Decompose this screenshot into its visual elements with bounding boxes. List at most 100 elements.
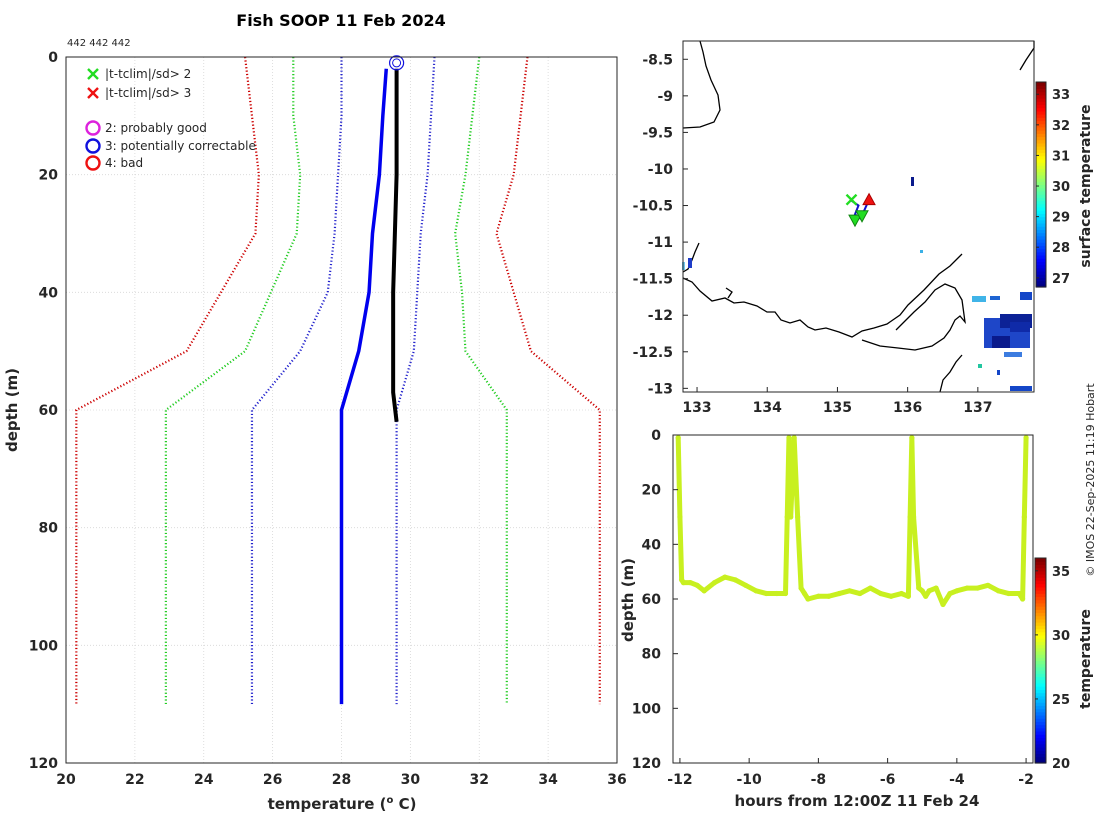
map-colorbar-step [1036, 107, 1046, 112]
profile-series-line [339, 68, 389, 705]
timeseries-point [926, 588, 932, 594]
timeseries-colorbar-step [1035, 663, 1046, 668]
map-colorbar-step [1036, 168, 1046, 173]
timeseries-colorbar-step [1035, 660, 1046, 665]
timeseries-colorbar-step [1035, 718, 1046, 722]
timeseries-frame [672, 434, 1034, 764]
map-colorbar-step [1036, 190, 1046, 195]
timeseries-colorbar-tick-label: 35 [1052, 565, 1070, 580]
map-panel: 133 134 135 136 137 -8.5 -9 -9.5 -10 -10.5 -11 -11.… [633, 40, 1094, 416]
profile-series-line [391, 68, 399, 422]
timeseries-colorbar-step [1035, 666, 1046, 671]
timeseries-colorbar-step [1035, 689, 1046, 694]
map-colorbar-tick-label: 30 [1052, 180, 1070, 195]
timeseries-points [675, 435, 1029, 608]
timeseries-point [743, 582, 749, 588]
timeseries-point [905, 593, 911, 599]
legend-x-marker [87, 68, 99, 80]
legend-circle-marker [85, 120, 101, 136]
profile-ytick-label: 60 [39, 403, 59, 419]
timeseries-colorbar-step [1035, 679, 1046, 684]
timeseries-colorbar-step [1035, 647, 1046, 652]
timeseries-point [1023, 435, 1029, 441]
timeseries-point [947, 590, 953, 597]
timeseries-point [795, 514, 801, 520]
timeseries-colorbar-label: temperature [1078, 609, 1094, 709]
timeseries-colorbar-step [1035, 730, 1046, 735]
timeseries-xtick-label: -8 [811, 772, 827, 788]
timeseries-ytick-label: 100 [632, 701, 661, 717]
map-colorbar-step [1036, 146, 1046, 150]
profile-ytick-label: 80 [39, 521, 59, 537]
map-colorbar-step [1036, 158, 1046, 163]
timeseries-colorbar-step [1035, 622, 1046, 626]
timeseries-point [782, 590, 789, 597]
timeseries-colorbar-step [1035, 650, 1046, 655]
map-colorbar-step [1036, 98, 1046, 102]
map-ytick-label: -11.5 [633, 272, 673, 288]
profile-series-line [250, 57, 343, 705]
map-xtick-label: 133 [682, 400, 711, 416]
legend-label: |t-tclim|/sd> 3 [105, 86, 191, 100]
timeseries-colorbar-step [1035, 711, 1046, 716]
profile-series-line [75, 56, 260, 705]
timeseries-colorbar-step [1035, 644, 1046, 649]
map-colorbar-step [1036, 264, 1046, 269]
timeseries-colorbar-step [1035, 705, 1046, 710]
timeseries-point [805, 596, 811, 602]
timeseries-colorbar-step [1035, 692, 1046, 697]
timeseries-xtick-label: -6 [880, 772, 896, 788]
timeseries-colorbar-tick-label: 30 [1052, 629, 1070, 644]
map-colorbar-frame [1035, 81, 1047, 288]
map-xtick-label: 135 [823, 400, 852, 416]
timeseries-point [801, 590, 808, 597]
map-colorbar-tick-label: 32 [1052, 119, 1070, 134]
profile-series-line [395, 56, 436, 705]
profile-ytick-label: 100 [29, 638, 58, 654]
map-colorbar-step [1036, 274, 1046, 278]
map-xtick-label: 137 [963, 400, 992, 416]
timeseries-colorbar-step [1035, 721, 1046, 726]
map-colorbar-step [1036, 174, 1046, 179]
legend-circle-marker [85, 138, 101, 154]
timeseries-ylabel: depth (m) [619, 558, 637, 642]
legend-x-marker [87, 87, 99, 99]
map-colorbar-step [1036, 94, 1046, 99]
map-colorbar-step [1036, 232, 1046, 237]
timeseries-point [909, 435, 915, 441]
map-colorbar-step [1036, 226, 1046, 230]
map-colorbar-step [1036, 187, 1046, 192]
timeseries-colorbar-step [1035, 727, 1046, 732]
timeseries-point [910, 514, 917, 520]
map-colorbar-step [1036, 152, 1046, 157]
map-colorbar-tick-label: 29 [1052, 211, 1070, 226]
timeseries-point [964, 585, 970, 591]
timeseries-colorbar-step [1035, 567, 1046, 572]
map-colorbar-step [1036, 283, 1046, 288]
map-triangle-marker [855, 210, 869, 223]
timeseries-ytick-label: 120 [632, 756, 661, 772]
profile-ytick-label: 0 [48, 50, 58, 66]
map-colorbar-tick-label: 31 [1052, 149, 1070, 164]
map-colorbar-step [1036, 117, 1046, 122]
timeseries-point [798, 585, 804, 591]
timeseries-point [763, 590, 770, 597]
timeseries-point [888, 593, 894, 599]
map-colorbar-step [1036, 229, 1046, 234]
profile-ticks: 20 22 24 26 28 30 32 34 36 0 20 40 60 80 100 120 [29, 50, 627, 788]
map-colorbar-step [1036, 171, 1046, 176]
map-track [845, 192, 876, 228]
timeseries-colorbar: 20 25 30 35 [1034, 557, 1070, 772]
timeseries-point [940, 601, 946, 608]
timeseries-point [836, 590, 842, 597]
profile-xtick-label: 32 [470, 772, 489, 788]
map-colorbar-step [1036, 139, 1046, 144]
map-x-marker [845, 193, 858, 206]
timeseries-colorbar-step [1035, 638, 1046, 642]
credit-text: © IMOS 22-Sep-2025 11:19 Hobart [1084, 383, 1097, 577]
timeseries-point [923, 593, 929, 599]
map-colorbar-step [1036, 101, 1046, 106]
timeseries-xtick-label: -2 [1018, 772, 1034, 788]
timeseries-point [1006, 590, 1012, 597]
